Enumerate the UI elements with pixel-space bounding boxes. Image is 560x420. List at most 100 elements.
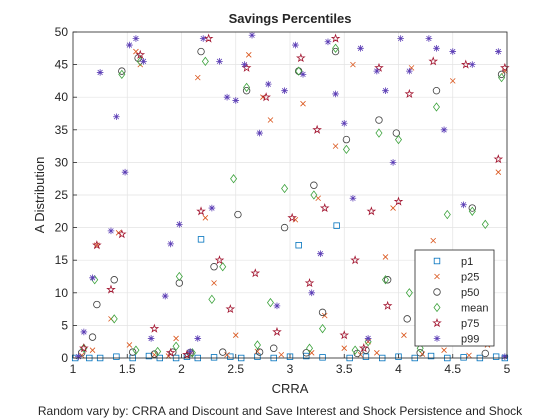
data-point-p99	[216, 58, 223, 65]
data-point-p99	[425, 35, 433, 42]
data-point-p50	[242, 86, 251, 95]
data-point-p50	[375, 116, 383, 124]
data-point-p50	[110, 276, 118, 284]
data-point-mean	[132, 345, 140, 355]
data-point-p75	[196, 206, 206, 216]
data-point-p25	[495, 169, 502, 175]
y-tick-label: 15	[55, 253, 69, 267]
data-point-p99	[96, 69, 104, 76]
data-point-p75	[79, 343, 89, 353]
data-point-p50	[255, 348, 264, 356]
data-point-p1	[395, 353, 402, 360]
data-point-p99	[121, 168, 129, 176]
data-point-p50	[403, 315, 411, 323]
data-point-p75	[287, 212, 297, 222]
data-point-p99	[140, 58, 147, 65]
data-point-p1	[319, 354, 326, 361]
data-point-p99	[126, 41, 133, 49]
data-point-p25	[89, 347, 96, 353]
data-point-p50	[88, 333, 97, 341]
data-point-p50	[468, 204, 476, 212]
data-point-p99	[332, 90, 339, 98]
data-point-p50	[270, 344, 278, 352]
data-point-p75	[135, 49, 146, 59]
data-point-p50	[280, 223, 289, 232]
x-tick-label: 3	[287, 362, 294, 376]
data-point-p99	[324, 38, 332, 46]
y-tick-label: 25	[55, 188, 69, 202]
data-point-p75	[149, 323, 160, 333]
data-point-p99	[176, 221, 183, 228]
data-point-p50	[432, 86, 441, 95]
data-point-mean	[332, 43, 340, 53]
data-point-p50	[481, 349, 489, 358]
legend-label-mean: mean	[461, 303, 489, 315]
data-point-p50	[150, 350, 159, 358]
data-point-p50	[353, 349, 361, 358]
data-point-p99	[317, 250, 324, 257]
data-point-mean	[443, 209, 451, 220]
data-point-p50	[318, 308, 327, 317]
figure-caption: Random vary by: CRRA and Discount and Sa…	[38, 404, 523, 418]
data-point-p50	[383, 276, 392, 284]
data-point-p99	[208, 204, 216, 212]
data-point-mean	[175, 271, 183, 282]
data-point-p25	[232, 332, 239, 338]
data-point-p75	[304, 277, 315, 288]
y-tick-label: 45	[55, 58, 69, 72]
x-axis-label: CRRA	[272, 381, 309, 396]
data-point-p75	[404, 88, 415, 99]
data-point-p25	[408, 65, 415, 71]
data-point-p50	[118, 67, 126, 75]
data-point-mean	[481, 219, 489, 230]
data-point-p75	[272, 326, 282, 336]
data-point-p25	[202, 215, 209, 221]
data-point-p25	[449, 78, 456, 84]
data-point-mean	[219, 262, 227, 272]
data-point-p75	[460, 59, 471, 69]
legend-marker-p99	[433, 335, 441, 342]
data-point-mean	[266, 297, 274, 308]
data-point-p75	[350, 255, 360, 265]
data-point-p75	[261, 92, 271, 102]
data-point-mean	[351, 345, 359, 355]
data-point-p75	[312, 124, 322, 134]
data-point-mean	[306, 343, 314, 353]
data-point-p1	[286, 353, 294, 360]
data-point-p99	[194, 335, 202, 342]
legend-marker-p75	[432, 317, 442, 328]
data-point-p75	[358, 343, 369, 353]
data-point-p25	[224, 351, 230, 358]
data-point-p25	[173, 335, 179, 342]
data-point-p75	[500, 62, 510, 72]
legend-marker-p25	[434, 273, 440, 280]
data-point-p25	[401, 332, 407, 338]
data-point-p99	[113, 113, 120, 121]
y-tick-label: 0	[61, 351, 68, 365]
data-point-p75	[182, 349, 192, 359]
data-point-p1	[333, 222, 340, 229]
data-point-p99	[132, 35, 140, 42]
data-point-p99	[440, 126, 448, 134]
data-point-p25	[278, 351, 285, 358]
data-point-mean	[281, 183, 289, 194]
data-point-p50	[342, 135, 351, 144]
data-point-mean	[381, 275, 389, 285]
data-point-p25	[254, 348, 261, 355]
data-point-p75	[165, 347, 176, 357]
data-point-p75	[319, 202, 330, 213]
data-point-mean	[110, 314, 118, 324]
data-point-p50	[175, 279, 184, 287]
legend-marker-mean	[433, 302, 441, 313]
y-tick-label: 10	[55, 286, 69, 300]
data-point-mean	[395, 134, 402, 145]
series-p99	[75, 31, 509, 360]
data-point-p25	[315, 195, 321, 202]
data-point-p50	[219, 348, 227, 356]
data-point-mean	[416, 343, 424, 353]
data-point-p99	[501, 353, 509, 360]
legend-label-p99: p99	[461, 334, 479, 346]
data-point-mean	[208, 294, 216, 304]
data-point-p25	[382, 254, 389, 260]
legend-label-p50: p50	[461, 287, 479, 299]
